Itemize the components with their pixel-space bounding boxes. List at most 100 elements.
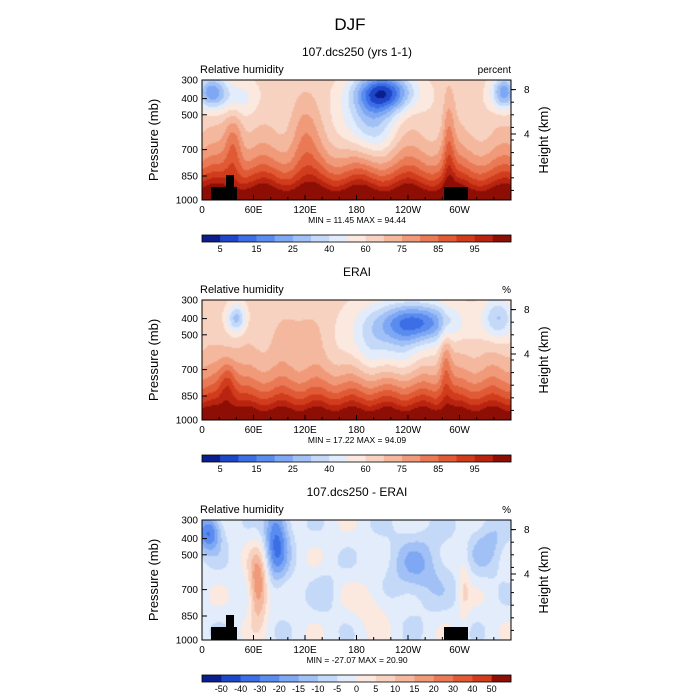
- y-right-tick-label: 4: [524, 130, 530, 141]
- colorbar-swatch: [202, 455, 221, 462]
- colorbar-label: 20: [429, 684, 439, 694]
- colorbar-label: -30: [253, 684, 266, 694]
- colorbar-swatch: [420, 455, 439, 462]
- panel-title: 107.dcs250 (yrs 1-1): [302, 45, 412, 59]
- colorbar-swatch: [274, 235, 294, 242]
- units-label: %: [502, 285, 511, 296]
- y-tick-label: 400: [181, 534, 198, 545]
- units-label: percent: [478, 65, 512, 76]
- colorbar-label: 85: [433, 464, 443, 474]
- colorbar-frame: [201, 234, 512, 243]
- colorbar-swatch: [438, 455, 457, 462]
- y-axis-label: Pressure (mb): [146, 99, 161, 181]
- colorbar-swatch: [256, 235, 276, 242]
- heatmap-field: [202, 300, 511, 420]
- panel-title: 107.dcs250 - ERAI: [307, 485, 408, 499]
- y-right-tick-label: 8: [524, 85, 530, 96]
- x-tick-label: 60E: [245, 425, 263, 436]
- y-tick-label: 500: [181, 550, 198, 561]
- colorbar-frame: [201, 454, 512, 463]
- y-right-tick-label: 4: [524, 350, 530, 361]
- topography-block: [444, 627, 468, 640]
- colorbar-swatch: [472, 675, 492, 682]
- x-tick-label: 60E: [245, 205, 263, 216]
- y-tick-label: 700: [181, 145, 198, 156]
- colorbar-swatch: [492, 455, 512, 462]
- y-tick-label: 700: [181, 365, 198, 376]
- colorbar-label: -50: [215, 684, 228, 694]
- colorbar-swatch: [298, 675, 319, 682]
- y-right-tick-label: 4: [524, 570, 530, 581]
- y-tick-label: 300: [181, 516, 198, 527]
- min-max-text: MIN = 17.22 MAX = 94.09: [308, 435, 407, 445]
- colorbar-swatch: [383, 235, 403, 242]
- colorbar-label: 40: [324, 244, 334, 254]
- colorbar-label: 50: [487, 684, 497, 694]
- y-right-axis-label: Height (km): [536, 546, 551, 613]
- y-right-axis-label: Height (km): [536, 326, 551, 393]
- colorbar-swatch: [329, 455, 348, 462]
- colorbar-label: -20: [273, 684, 286, 694]
- y-tick-label: 850: [181, 392, 198, 403]
- colorbar-swatch: [238, 235, 257, 242]
- colorbar-swatch: [365, 235, 385, 242]
- y-tick-label: 300: [181, 296, 198, 307]
- colorbar-swatch: [274, 455, 294, 462]
- topography-block: [211, 627, 237, 640]
- colorbar-label: 25: [288, 464, 298, 474]
- x-tick-label: 120W: [395, 425, 422, 436]
- y-tick-label: 300: [181, 76, 198, 87]
- colorbar-swatch: [311, 235, 330, 242]
- colorbar-swatch: [383, 455, 403, 462]
- y-tick-label: 700: [181, 585, 198, 596]
- y-tick-label: 500: [181, 110, 198, 121]
- colorbar-swatch: [356, 675, 377, 682]
- x-tick-label: 0: [199, 645, 205, 656]
- y-right-axis-label: Height (km): [536, 106, 551, 173]
- colorbar-label: 75: [397, 244, 407, 254]
- colorbar-swatch: [202, 675, 222, 682]
- colorbar-label: 0: [354, 684, 359, 694]
- y-tick-label: 500: [181, 330, 198, 341]
- colorbar-frame: [201, 674, 512, 683]
- colorbar-swatch: [375, 675, 396, 682]
- colorbar-swatch: [279, 675, 299, 682]
- colorbar-swatch: [220, 235, 239, 242]
- colorbar-swatch: [259, 675, 280, 682]
- topography-block: [211, 187, 237, 200]
- topography-block: [226, 175, 234, 189]
- colorbar-swatch: [365, 455, 385, 462]
- topography-block: [444, 187, 468, 200]
- colorbar-label: 40: [324, 464, 334, 474]
- colorbar-label: 75: [397, 464, 407, 474]
- colorbar-label: 30: [448, 684, 458, 694]
- colorbar-swatch: [292, 235, 312, 242]
- colorbar-swatch: [238, 455, 257, 462]
- colorbar-swatch: [337, 675, 357, 682]
- colorbar-swatch: [292, 455, 312, 462]
- x-tick-label: 60W: [449, 645, 470, 656]
- y-right-tick-label: 8: [524, 305, 530, 316]
- colorbar-swatch: [453, 675, 473, 682]
- colorbar-swatch: [414, 675, 435, 682]
- colorbar-swatch: [420, 235, 439, 242]
- colorbar-label: -15: [292, 684, 305, 694]
- x-tick-label: 60E: [245, 645, 263, 656]
- panel-title: ERAI: [343, 265, 371, 279]
- colorbar-swatch: [433, 675, 454, 682]
- colorbar-label: 95: [470, 464, 480, 474]
- variable-label: Relative humidity: [200, 504, 284, 516]
- min-max-text: MIN = -27.07 MAX = 20.90: [306, 655, 407, 665]
- x-tick-label: 180: [348, 425, 365, 436]
- x-tick-label: 180: [348, 645, 365, 656]
- y-tick-label: 1000: [176, 636, 199, 647]
- colorbar-swatch: [256, 455, 276, 462]
- colorbar-swatch: [317, 675, 338, 682]
- x-tick-label: 120W: [395, 645, 422, 656]
- colorbar-swatch: [474, 235, 494, 242]
- y-tick-label: 850: [181, 172, 198, 183]
- colorbar-label: -40: [234, 684, 247, 694]
- topography-block: [226, 615, 234, 629]
- colorbar-label: 95: [470, 244, 480, 254]
